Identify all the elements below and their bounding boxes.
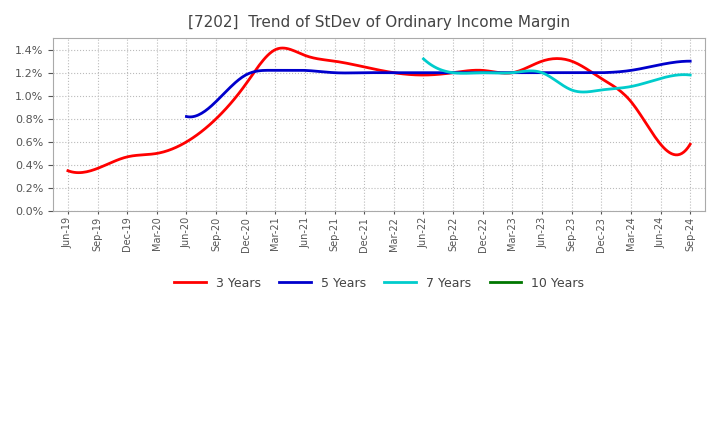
7 Years bbox=[420, 57, 428, 62]
5 Years bbox=[686, 59, 695, 64]
5 Years bbox=[182, 114, 191, 119]
7 Years bbox=[645, 79, 654, 84]
7 Years bbox=[686, 72, 695, 77]
5 Years bbox=[640, 65, 649, 70]
3 Years bbox=[74, 170, 83, 175]
Line: 3 Years: 3 Years bbox=[68, 48, 690, 172]
3 Years bbox=[278, 45, 287, 51]
3 Years bbox=[631, 106, 640, 111]
5 Years bbox=[482, 70, 490, 75]
3 Years bbox=[593, 73, 601, 78]
5 Years bbox=[184, 114, 192, 119]
7 Years bbox=[583, 89, 592, 95]
7 Years bbox=[578, 89, 587, 95]
Line: 7 Years: 7 Years bbox=[423, 59, 690, 92]
3 Years bbox=[449, 70, 457, 75]
3 Years bbox=[63, 168, 72, 173]
7 Years bbox=[577, 89, 585, 95]
5 Years bbox=[484, 70, 492, 75]
3 Years bbox=[438, 71, 447, 77]
Legend: 3 Years, 5 Years, 7 Years, 10 Years: 3 Years, 5 Years, 7 Years, 10 Years bbox=[169, 272, 589, 295]
5 Years bbox=[186, 114, 194, 120]
7 Years bbox=[662, 74, 670, 80]
5 Years bbox=[608, 70, 617, 75]
Title: [7202]  Trend of StDev of Ordinary Income Margin: [7202] Trend of StDev of Ordinary Income… bbox=[188, 15, 570, 30]
Line: 5 Years: 5 Years bbox=[186, 61, 690, 117]
3 Years bbox=[66, 169, 74, 174]
3 Years bbox=[686, 142, 695, 147]
3 Years bbox=[436, 72, 445, 77]
5 Years bbox=[492, 70, 500, 75]
7 Years bbox=[419, 56, 428, 62]
7 Years bbox=[579, 89, 588, 95]
